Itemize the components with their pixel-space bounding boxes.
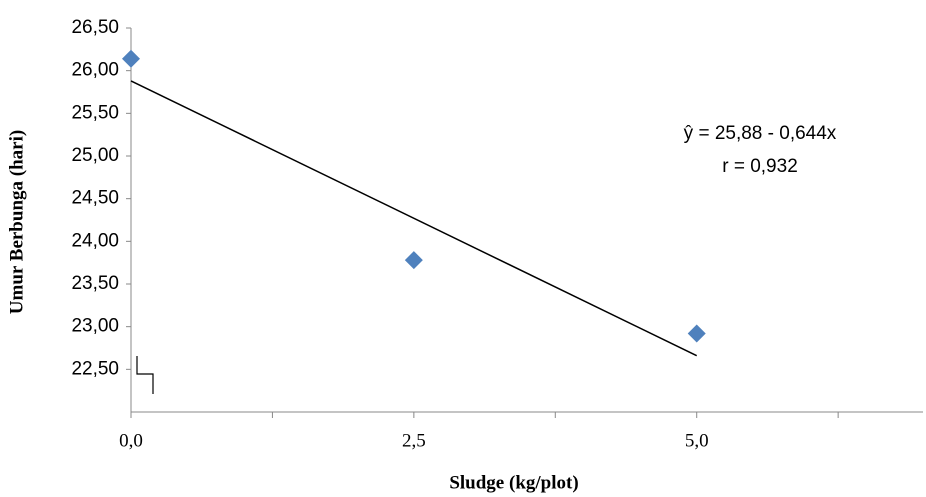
trendline [130, 80, 698, 357]
x-tick-label: 2,5 [402, 430, 426, 451]
y-axis-title: Umur Berbunga (hari) [6, 130, 27, 314]
point [404, 251, 423, 270]
y-tick-label: 23,50 [71, 273, 119, 294]
y-tick-label: 23,00 [71, 316, 119, 337]
x-tick-label: 0,0 [119, 430, 143, 451]
y-tick-label: 26,50 [71, 17, 119, 38]
point [122, 49, 140, 68]
equation: ŷ = 25,88 - 0,644x [684, 123, 837, 144]
y-tick-label: 25,00 [71, 145, 119, 166]
x-tick-label: 5,0 [685, 430, 709, 451]
y-tick-label: 22,50 [71, 358, 119, 379]
x-axis-title: Sludge (kg/plot) [449, 472, 578, 493]
y-tick-label: 25,50 [71, 102, 119, 123]
y-tick-label: 24,50 [71, 188, 119, 209]
artifact-bracket [136, 356, 154, 394]
y-tick-label: 26,00 [71, 60, 119, 81]
y-tick-label: 24,00 [71, 230, 119, 251]
point [687, 324, 706, 343]
r-value: r = 0,932 [722, 156, 798, 177]
